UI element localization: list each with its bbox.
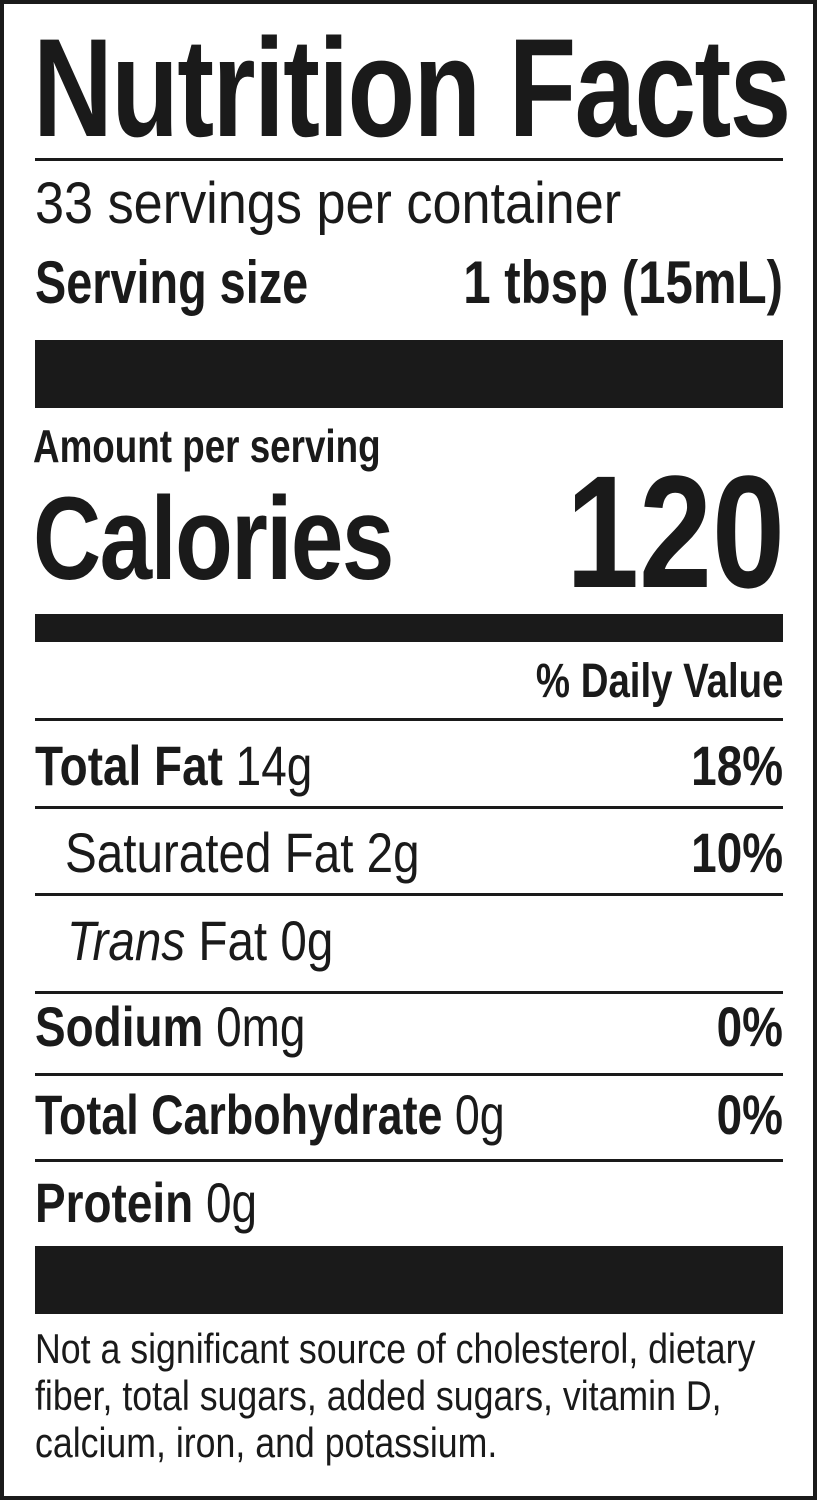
divider — [35, 718, 783, 721]
thick-bar — [35, 1246, 783, 1314]
amount-per-serving: Amount per serving — [33, 420, 468, 472]
nutrient-name: Total Fat — [35, 734, 223, 797]
nutrient-name: Fat — [198, 909, 268, 972]
divider — [35, 806, 783, 809]
nutrient-row-trans-fat: Trans Fat 0g — [35, 911, 783, 971]
servings-text: 33 servings per container — [35, 171, 622, 236]
calories-label: Calories — [33, 478, 483, 600]
calories-value: 120 — [518, 452, 785, 612]
title-text: Nutrition Facts — [33, 9, 791, 166]
nutrient-dv: 0% — [716, 1083, 783, 1146]
nutrient-name: Sodium — [35, 995, 204, 1058]
serving-size-label: Serving size — [35, 250, 385, 316]
nutrient-dv: 0% — [716, 995, 783, 1058]
serving-size-value: 1 tbsp (15mL) — [393, 250, 783, 316]
servings-per-container: 33 servings per container — [35, 172, 686, 236]
nutrient-amount: 0g — [205, 1171, 258, 1234]
calories-label-text: Calories — [33, 473, 394, 605]
nutrient-amount: 0g — [454, 1083, 505, 1146]
medium-bar — [35, 614, 783, 642]
divider — [35, 991, 783, 994]
thick-bar — [35, 340, 783, 408]
daily-value-header: % Daily Value — [474, 655, 783, 709]
nutrient-amount: 2g — [366, 821, 420, 884]
nutrient-row-protein: Protein 0g — [35, 1173, 783, 1233]
calories-value-text: 120 — [566, 442, 785, 621]
nutrient-row-total-fat: Total Fat 14g 18% — [35, 736, 783, 796]
nutrient-row-saturated-fat: Saturated Fat 2g 10% — [35, 823, 783, 883]
nutrient-amount: 14g — [235, 734, 313, 797]
nutrient-name: Total Carbohydrate — [35, 1083, 443, 1146]
divider — [35, 158, 783, 161]
nutrient-amount: 0g — [280, 909, 334, 972]
nutrient-name: Saturated Fat — [65, 821, 354, 884]
serving-size-value-text: 1 tbsp (15mL) — [463, 249, 783, 316]
nutrient-dv: 10% — [691, 821, 783, 884]
divider — [35, 1159, 783, 1162]
divider — [35, 893, 783, 896]
nutrient-row-sodium: Sodium 0mg 0% — [35, 997, 783, 1057]
nutrient-name-italic: Trans — [67, 909, 186, 972]
nutrient-dv: 18% — [691, 734, 783, 797]
title: Nutrition Facts — [33, 18, 817, 158]
divider — [35, 1073, 783, 1076]
daily-value-header-text: % Daily Value — [535, 655, 783, 708]
nutrient-name: Protein — [35, 1171, 194, 1234]
nutrient-amount: 0mg — [216, 995, 306, 1058]
amount-per-serving-text: Amount per serving — [33, 420, 381, 472]
nutrient-row-total-carbohydrate: Total Carbohydrate 0g 0% — [35, 1085, 783, 1145]
footnote: Not a significant source of cholesterol,… — [35, 1325, 756, 1466]
serving-size-label-text: Serving size — [35, 249, 309, 316]
